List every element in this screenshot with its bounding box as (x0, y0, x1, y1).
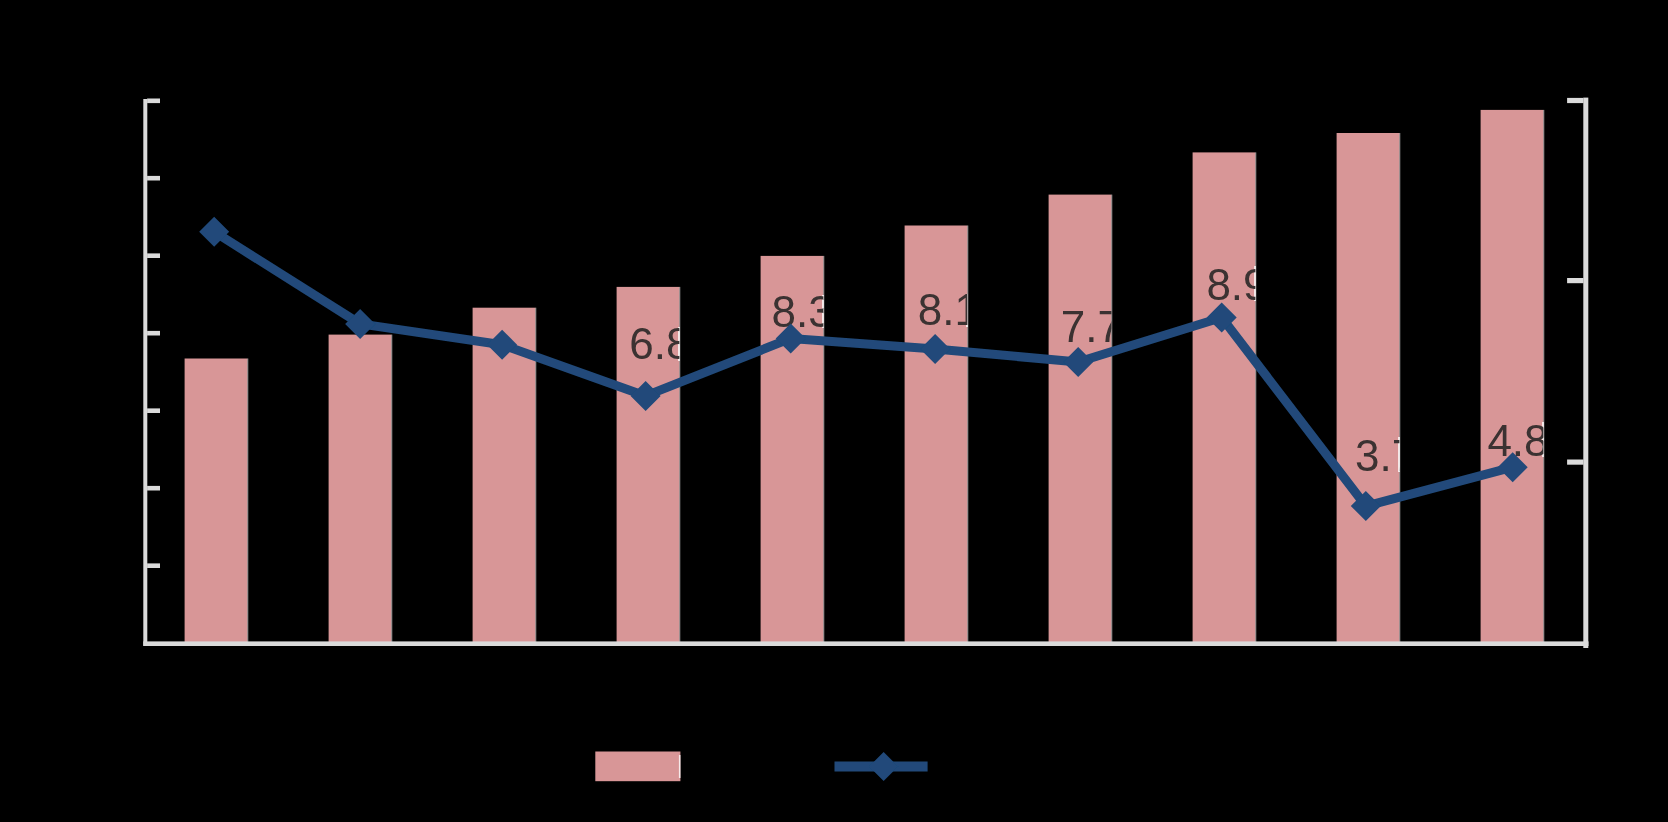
svg-text:4.8: 4.8 (1487, 416, 1548, 465)
